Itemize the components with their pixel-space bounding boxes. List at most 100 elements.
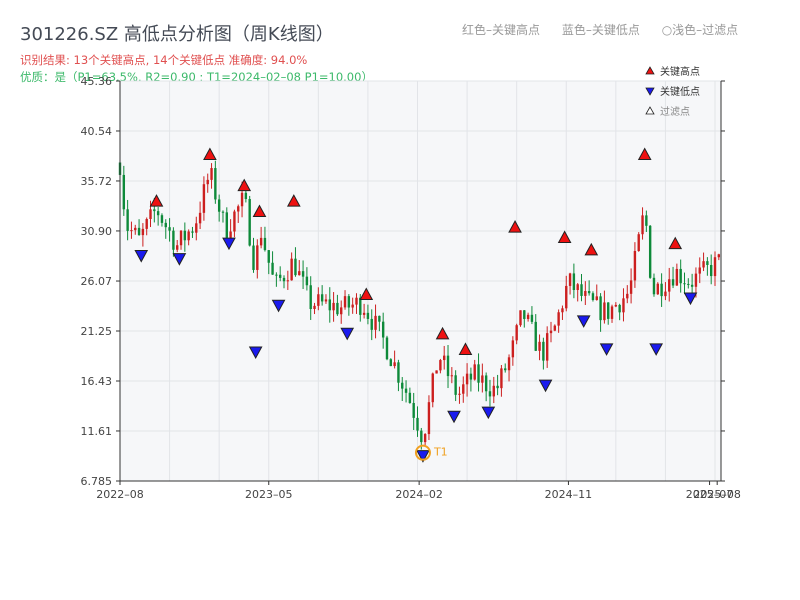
candle-body [221, 211, 225, 213]
candle-body [286, 280, 290, 282]
candle-body [374, 315, 377, 330]
candle-body [404, 388, 408, 393]
candle-body [641, 215, 644, 235]
candle-body [561, 308, 564, 313]
candle-body [214, 168, 217, 200]
candle-body [256, 245, 259, 270]
key-high-marker [286, 194, 301, 207]
candle-body [511, 340, 515, 358]
candle-body [687, 283, 690, 285]
legend-blue-text: 蓝色–关键低点 [561, 23, 640, 37]
candle-body [160, 215, 164, 223]
candle-body [618, 304, 621, 313]
candle-body [408, 392, 412, 403]
candle-body [446, 355, 450, 377]
x-tick-label: 2024–11 [545, 488, 593, 501]
candle-body [195, 223, 198, 233]
candle-body [267, 250, 270, 263]
candle-body [198, 212, 202, 224]
legend-red-text: 红色–关键高点 [462, 23, 541, 37]
candle-body [412, 402, 415, 418]
key-low-marker [447, 410, 461, 424]
candle-body [179, 230, 183, 246]
result-summary: 识别结果: 13个关键高点, 14个关键低点 准确度: 94.0% [20, 53, 308, 67]
key-high-marker [237, 178, 252, 192]
candle-body [694, 273, 698, 287]
key-high-marker [508, 220, 522, 233]
candle-body [244, 192, 248, 200]
candle-body [366, 312, 370, 319]
candle-body [515, 325, 518, 341]
candle-body [240, 192, 244, 207]
candle-body [702, 261, 705, 268]
y-tick-label: 21.25 [81, 325, 113, 338]
candle-body [176, 245, 179, 250]
key-high-marker [668, 236, 683, 250]
key-high-marker [252, 204, 267, 218]
candle-body [664, 291, 667, 297]
candle-body [149, 209, 152, 220]
candle-body [488, 391, 492, 397]
candle-body [252, 245, 255, 270]
key-high-marker [584, 242, 599, 256]
candle-body [610, 306, 614, 319]
legend-entry-label: 过滤点 [660, 105, 690, 118]
candle-body [305, 276, 309, 286]
candle-body [580, 284, 583, 296]
candle-body [122, 174, 126, 210]
candle-body [282, 277, 286, 282]
candle-body [614, 304, 618, 307]
candle-body [237, 206, 240, 212]
candle-body [206, 179, 209, 185]
key-high-marker [203, 147, 217, 161]
candle-body [183, 230, 187, 241]
candle-body [134, 227, 137, 231]
key-low-marker [481, 406, 496, 420]
candle-body [481, 375, 484, 383]
candle-body [492, 385, 495, 397]
candle-body [332, 302, 335, 311]
candle-body [435, 370, 438, 374]
candle-body [370, 318, 373, 330]
legend-high-symbol [645, 66, 655, 75]
candle-body [584, 291, 587, 296]
candle-body [553, 325, 557, 331]
candle-body [439, 360, 442, 371]
candle-body [420, 430, 423, 443]
candle-body [378, 315, 381, 322]
candle-body [202, 184, 206, 213]
y-tick-label: 26.07 [81, 275, 113, 288]
candle-body [477, 364, 480, 383]
y-tick-label: 16.43 [81, 375, 113, 388]
candle-body [397, 362, 400, 383]
y-tick-label: 11.61 [81, 425, 113, 438]
candle-body [496, 385, 499, 389]
key-low-marker [683, 292, 698, 306]
candle-body [519, 310, 522, 326]
legend-low-symbol [645, 87, 655, 96]
candle-body [359, 297, 362, 315]
candle-body [385, 337, 389, 360]
t1-label: T1 [433, 446, 448, 459]
candle-body [549, 330, 553, 334]
candle-body [462, 384, 465, 394]
candle-body [542, 341, 545, 361]
candle-body [187, 231, 190, 241]
candle-body [622, 298, 625, 313]
candle-body [294, 258, 297, 276]
candle-body [652, 277, 656, 295]
key-high-marker [458, 342, 473, 355]
candle-body [416, 417, 419, 431]
candle-body [153, 209, 156, 212]
candle-body [298, 271, 301, 276]
candle-body [683, 283, 686, 285]
candle-body [137, 227, 141, 236]
candle-body [324, 299, 328, 302]
candle-body [443, 355, 446, 361]
candle-body [156, 211, 160, 216]
candle-body [290, 258, 293, 281]
candle-body [351, 304, 354, 308]
candle-body [130, 230, 133, 232]
